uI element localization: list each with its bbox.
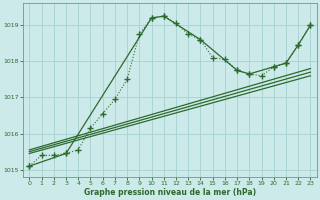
- X-axis label: Graphe pression niveau de la mer (hPa): Graphe pression niveau de la mer (hPa): [84, 188, 256, 197]
